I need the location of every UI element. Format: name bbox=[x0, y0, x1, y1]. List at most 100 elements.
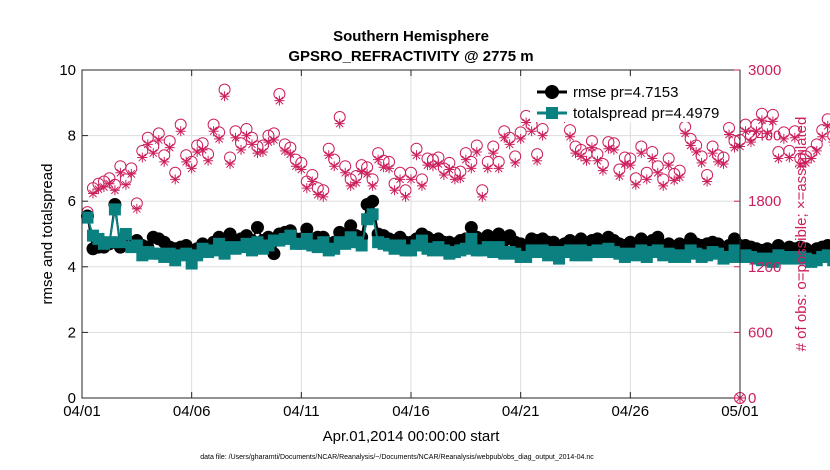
obs-assimilated-point bbox=[219, 91, 230, 102]
obs-assimilated-point bbox=[784, 152, 795, 163]
obs-assimilated-point bbox=[153, 134, 164, 145]
totalspread-point bbox=[547, 246, 560, 259]
obs-assimilated-point bbox=[170, 174, 181, 185]
obs-assimilated-point bbox=[285, 149, 296, 160]
obs-assimilated-point bbox=[208, 126, 219, 137]
obs-assimilated-point bbox=[756, 115, 767, 126]
obs-assimilated-point bbox=[592, 155, 603, 166]
totalspread-point bbox=[180, 247, 193, 260]
y-tick-label: 10 bbox=[59, 62, 76, 79]
obs-assimilated-point bbox=[164, 142, 175, 153]
y-tick-label: 8 bbox=[68, 128, 76, 145]
y2-tick-label: 3000 bbox=[748, 62, 781, 79]
obs-possible-point bbox=[821, 113, 830, 126]
legend-totalspread-marker bbox=[546, 107, 558, 119]
obs-assimilated-point bbox=[570, 148, 581, 159]
y-tick-label: 6 bbox=[68, 193, 76, 210]
rmse-point bbox=[344, 219, 358, 233]
obs-assimilated-point bbox=[444, 164, 455, 175]
obs-assimilated-point bbox=[652, 167, 663, 178]
obs-assimilated-point bbox=[137, 152, 148, 163]
obs-assimilated-point bbox=[389, 185, 400, 196]
totalspread-point bbox=[465, 232, 478, 245]
totalspread-point bbox=[213, 237, 226, 250]
obs-assimilated-point bbox=[186, 163, 197, 174]
obs-assimilated-point bbox=[274, 95, 285, 106]
totalspread-point bbox=[81, 211, 94, 224]
obs-assimilated-point bbox=[674, 172, 685, 183]
totalspread-point bbox=[355, 239, 368, 252]
rmse-point bbox=[300, 222, 314, 236]
obs-assimilated-point bbox=[181, 156, 192, 167]
obs-assimilated-point bbox=[795, 160, 806, 171]
obs-assimilated-point bbox=[822, 120, 830, 131]
totalspread-point bbox=[366, 208, 379, 221]
obs-assimilated-point bbox=[175, 126, 186, 137]
obs-assimilated-point bbox=[252, 148, 263, 159]
obs-assimilated-point bbox=[466, 163, 477, 174]
obs-assimilated-point bbox=[104, 178, 115, 189]
obs-assimilated-point bbox=[87, 188, 98, 199]
obs-assimilated-point bbox=[575, 151, 586, 162]
obs-assimilated-point bbox=[460, 154, 471, 165]
totalspread-point bbox=[119, 228, 132, 240]
y-axis-label: rmse and totalspread bbox=[39, 164, 56, 305]
obs-assimilated-point bbox=[192, 147, 203, 157]
totalspread-point bbox=[827, 254, 830, 267]
data-file-footer: data file: /Users/gharamti/Documents/NCA… bbox=[200, 454, 594, 461]
totalspread-point bbox=[103, 236, 116, 249]
rmse-point bbox=[366, 194, 380, 208]
x-tick-label: 04/16 bbox=[392, 403, 430, 420]
obs-assimilated-point bbox=[131, 203, 142, 214]
axes: 04/01 04/06 04/11 04/16 04/21 04/26 05/0102468… bbox=[59, 62, 781, 420]
obs-assimilated-point bbox=[279, 145, 290, 156]
obs-assimilated-point bbox=[707, 148, 718, 159]
x-tick-label: 04/06 bbox=[173, 403, 211, 420]
chart-title: Southern Hemisphere bbox=[333, 28, 489, 45]
obs-assimilated-point bbox=[307, 176, 318, 187]
legend-totalspread-label: totalspread pr=4.4979 bbox=[573, 105, 719, 122]
obs-assimilated-point bbox=[532, 155, 543, 166]
y2-tick-label: 2400 bbox=[748, 128, 781, 145]
obs-assimilated-point bbox=[98, 181, 109, 192]
obs-assimilated-point bbox=[257, 147, 268, 157]
chart-subtitle: GPSRO_REFRACTIVITY @ 2775 m bbox=[288, 48, 533, 65]
y2-axis-label: # of obs: o=possible; ×=assimilated bbox=[793, 117, 810, 352]
x-tick-label: 04/01 bbox=[63, 403, 101, 420]
obs-assimilated-point bbox=[718, 159, 729, 170]
obs-assimilated-point bbox=[482, 163, 493, 174]
y2-tick-label: 1800 bbox=[748, 193, 781, 210]
obs-assimilated-point bbox=[630, 179, 641, 190]
obs-assimilated-point bbox=[702, 176, 713, 187]
obs-assimilated-point bbox=[800, 157, 811, 168]
obs-assimilated-point bbox=[384, 163, 395, 174]
obs-assimilated-point bbox=[142, 139, 153, 150]
obs-assimilated-point bbox=[362, 168, 373, 179]
obs-assimilated-point bbox=[597, 165, 608, 176]
obs-assimilated-point bbox=[603, 143, 614, 154]
obs-assimilated-point bbox=[806, 153, 817, 164]
obs-assimilated-point bbox=[378, 162, 389, 173]
obs-assimilated-point bbox=[230, 132, 241, 143]
obs-assimilated-point bbox=[329, 161, 340, 172]
obs-assimilated-point bbox=[427, 161, 438, 172]
obs-assimilated-point bbox=[367, 180, 378, 191]
obs-assimilated-point bbox=[713, 156, 724, 167]
obs-assimilated-point bbox=[433, 159, 444, 170]
obs-assimilated-point bbox=[416, 180, 427, 191]
obs-assimilated-point bbox=[340, 167, 351, 178]
obs-assimilated-point bbox=[608, 144, 619, 155]
obs-assimilated-point bbox=[345, 180, 356, 191]
obs-assimilated-point bbox=[685, 140, 696, 151]
obs-assimilated-point bbox=[312, 189, 323, 200]
obs-assimilated-point bbox=[246, 139, 257, 150]
obs-assimilated-point bbox=[120, 179, 131, 190]
obs-assimilated-point bbox=[504, 139, 515, 150]
obs-assimilated-point bbox=[356, 166, 367, 177]
obs-assimilated-point bbox=[290, 161, 301, 172]
obs-assimilated-point bbox=[334, 118, 345, 129]
obs-assimilated-point bbox=[263, 137, 274, 148]
obs-assimilated-point bbox=[811, 145, 822, 156]
obs-assimilated-point bbox=[773, 153, 784, 164]
